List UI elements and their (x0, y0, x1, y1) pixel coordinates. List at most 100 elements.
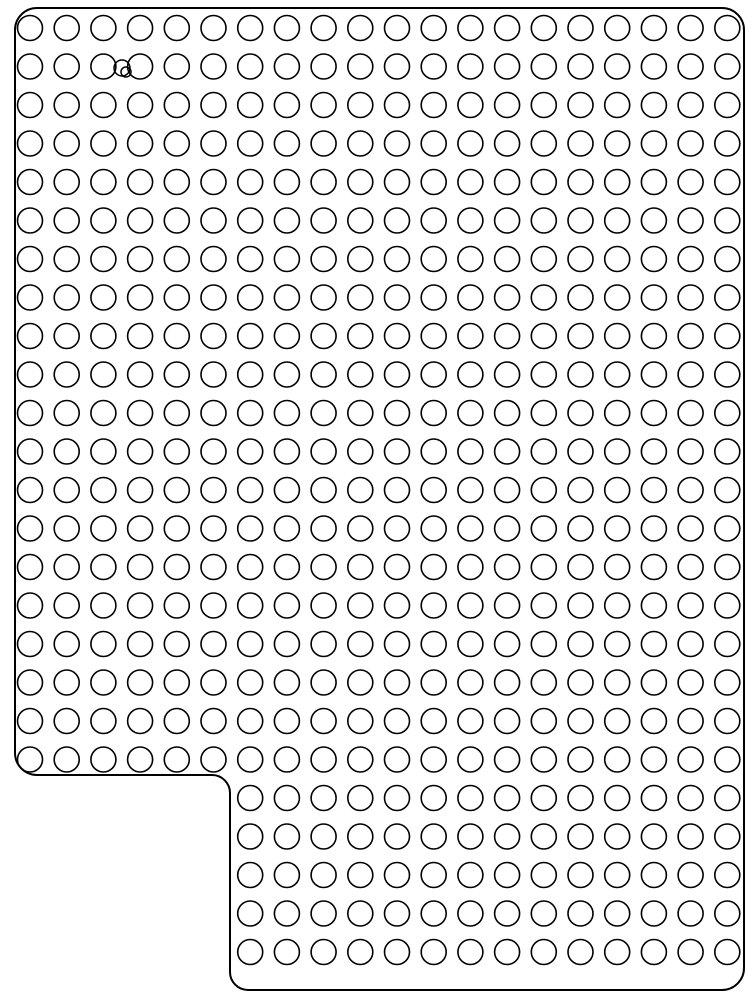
hole (91, 747, 116, 772)
hole (128, 478, 153, 503)
hole (311, 247, 336, 272)
hole (18, 93, 43, 118)
hole (421, 362, 446, 387)
hole (385, 324, 410, 349)
hole (495, 940, 520, 965)
hole (715, 786, 740, 811)
hole (385, 478, 410, 503)
hole (201, 93, 226, 118)
hole (421, 786, 446, 811)
hole (641, 439, 666, 464)
hole (568, 863, 593, 888)
hole (54, 709, 79, 734)
hole (715, 324, 740, 349)
hole (128, 16, 153, 41)
hole (128, 401, 153, 426)
hole (568, 670, 593, 695)
hole (568, 516, 593, 541)
hole (18, 516, 43, 541)
hole (201, 208, 226, 233)
hole (495, 324, 520, 349)
hole (421, 131, 446, 156)
hole (678, 593, 703, 618)
hole (238, 285, 263, 310)
hole (54, 170, 79, 195)
hole (348, 170, 373, 195)
hole (458, 439, 483, 464)
hole (678, 324, 703, 349)
hole (495, 516, 520, 541)
hole (458, 16, 483, 41)
hole (311, 555, 336, 580)
hole (641, 516, 666, 541)
hole (54, 324, 79, 349)
hole (18, 362, 43, 387)
hole (274, 901, 299, 926)
hole (568, 131, 593, 156)
hole (678, 93, 703, 118)
marker-icon (114, 60, 131, 77)
hole (385, 555, 410, 580)
hole (678, 786, 703, 811)
hole (495, 709, 520, 734)
hole (54, 208, 79, 233)
hole (311, 786, 336, 811)
hole (568, 478, 593, 503)
hole (274, 555, 299, 580)
hole (91, 439, 116, 464)
hole (128, 670, 153, 695)
hole (238, 863, 263, 888)
hole (311, 863, 336, 888)
hole (348, 747, 373, 772)
hole (238, 670, 263, 695)
hole (274, 709, 299, 734)
hole (385, 901, 410, 926)
hole (678, 670, 703, 695)
hole (311, 632, 336, 657)
hole (605, 478, 630, 503)
hole (18, 401, 43, 426)
hole (678, 709, 703, 734)
plate-outline (15, 8, 744, 990)
hole (568, 555, 593, 580)
hole (18, 632, 43, 657)
hole (678, 516, 703, 541)
hole (18, 709, 43, 734)
hole (311, 54, 336, 79)
hole (605, 555, 630, 580)
hole (201, 593, 226, 618)
hole (201, 632, 226, 657)
hole (605, 863, 630, 888)
hole (238, 593, 263, 618)
hole (531, 940, 556, 965)
hole (201, 285, 226, 310)
hole (128, 131, 153, 156)
hole (495, 54, 520, 79)
hole (201, 362, 226, 387)
hole (605, 16, 630, 41)
hole (274, 362, 299, 387)
hole (18, 54, 43, 79)
hole (421, 824, 446, 849)
hole (568, 940, 593, 965)
hole (164, 54, 189, 79)
hole (201, 170, 226, 195)
hole (385, 54, 410, 79)
hole (531, 16, 556, 41)
hole (458, 786, 483, 811)
hole (568, 824, 593, 849)
hole (348, 131, 373, 156)
hole (715, 555, 740, 580)
hole (568, 709, 593, 734)
hole (311, 901, 336, 926)
hole (348, 93, 373, 118)
hole (91, 478, 116, 503)
hole (274, 208, 299, 233)
hole (421, 285, 446, 310)
hole (641, 247, 666, 272)
hole (715, 709, 740, 734)
hole (715, 593, 740, 618)
hole (238, 824, 263, 849)
hole (201, 516, 226, 541)
hole (458, 401, 483, 426)
